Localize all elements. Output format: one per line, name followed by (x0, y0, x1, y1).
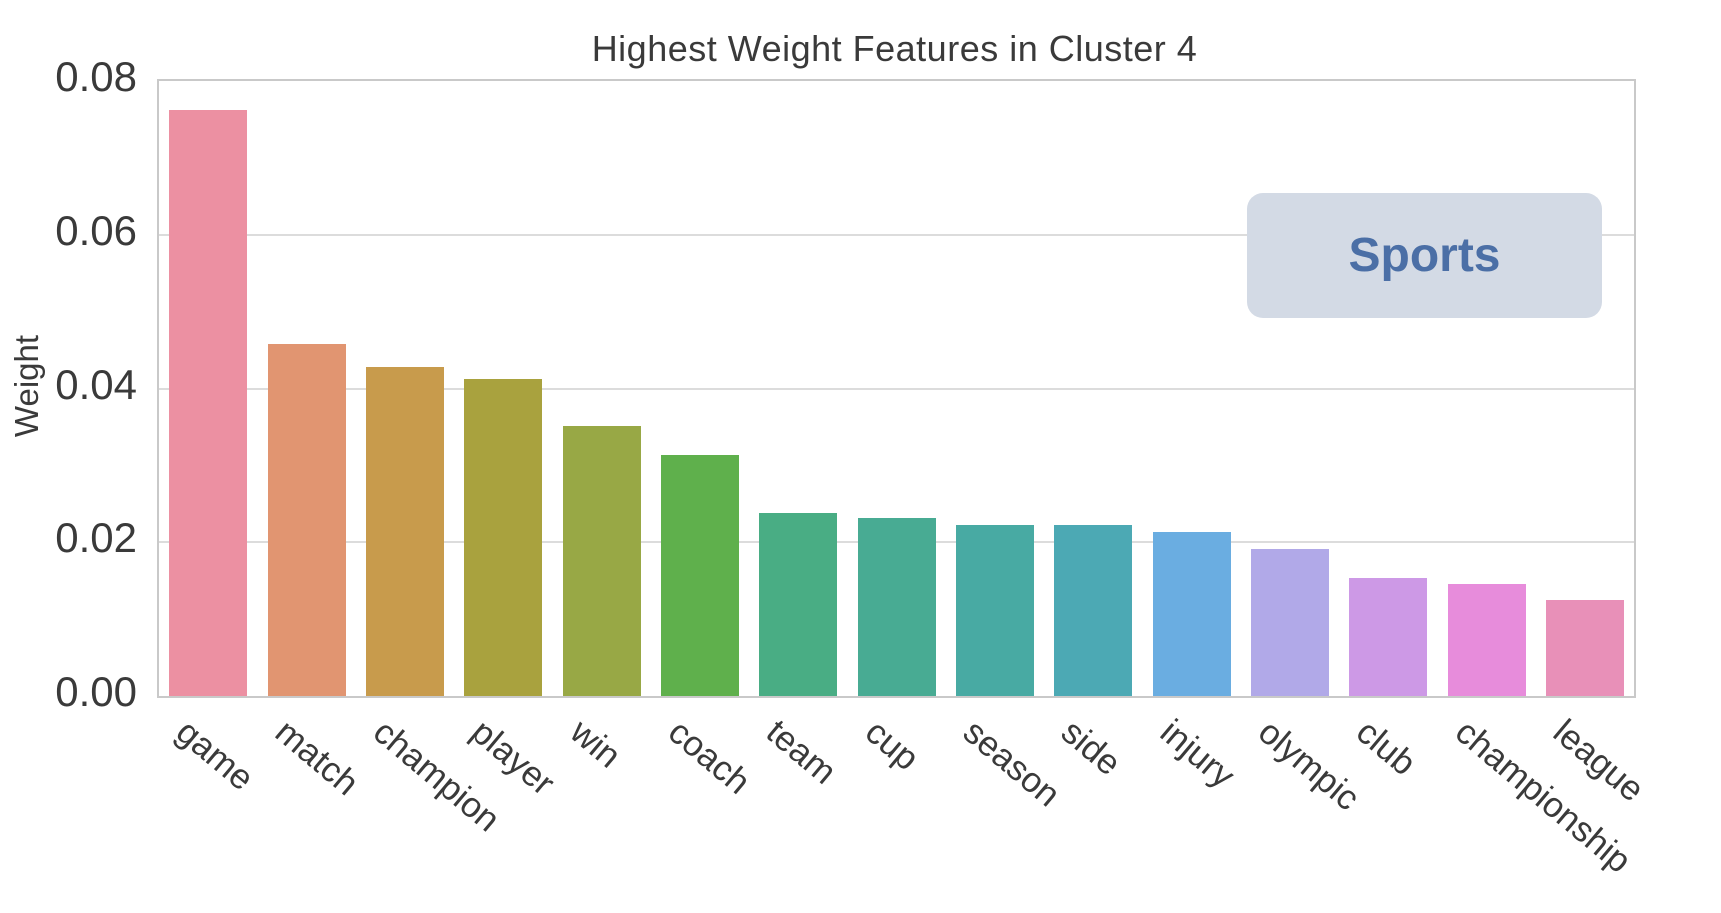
x-tick-label-match: match (267, 712, 366, 804)
bar-win (562, 426, 641, 696)
x-tick-label-win: win (562, 712, 628, 776)
y-tick-label-0.08: 0.08 (55, 53, 137, 101)
bar-injury (1152, 532, 1231, 696)
bar-coach (660, 455, 739, 696)
bar-championship (1447, 583, 1526, 696)
bar-league (1545, 599, 1624, 696)
bar-match (267, 343, 346, 696)
y-tick-label-0.00: 0.00 (55, 668, 137, 716)
chart-title: Highest Weight Features in Cluster 4 (591, 28, 1198, 69)
bar-champion (365, 366, 444, 696)
y-tick-label-0.04: 0.04 (55, 360, 137, 408)
bar-side (1054, 525, 1133, 696)
plot-area: Sports (157, 79, 1636, 698)
x-tick-label-olympic: olympic (1250, 712, 1367, 819)
bar-olympic (1250, 549, 1329, 696)
x-tick-label-injury: injury (1152, 712, 1242, 796)
cluster-category-badge: Sports (1247, 193, 1602, 318)
bar-season (955, 524, 1034, 696)
bar-club (1349, 578, 1428, 696)
x-tick-label-cup: cup (857, 712, 926, 779)
x-tick-label-coach: coach (660, 712, 758, 802)
x-tick-label-club: club (1349, 712, 1424, 784)
bar-cup (857, 517, 936, 696)
x-tick-label-season: season (955, 712, 1068, 815)
gridline-0.04 (159, 387, 1634, 390)
bar-game (169, 110, 248, 696)
y-tick-label-0.02: 0.02 (55, 514, 137, 562)
cluster-category-label: Sports (1348, 229, 1501, 282)
x-tick-label-side: side (1054, 712, 1129, 784)
gridline-0.06 (159, 233, 1634, 236)
bar-player (464, 378, 543, 696)
y-tick-label-0.06: 0.06 (55, 206, 137, 254)
x-tick-label-team: team (759, 712, 844, 792)
x-tick-label-game: game (169, 712, 262, 799)
bar-team (759, 513, 838, 696)
